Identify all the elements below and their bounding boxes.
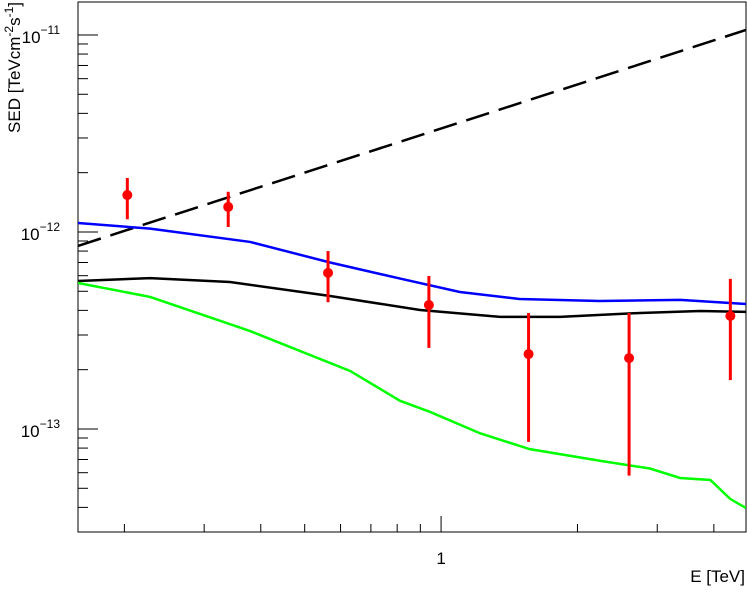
y-tick-base: 10 <box>22 28 41 47</box>
curve <box>78 28 746 248</box>
curve <box>78 281 746 510</box>
plot-frame <box>77 1 747 533</box>
data-point <box>122 190 133 201</box>
curve <box>78 276 746 319</box>
curve <box>78 221 746 306</box>
x-axis-title: E [TeV] <box>690 567 745 586</box>
y-tick-exponent: −12 <box>40 220 61 234</box>
data-point <box>323 267 334 278</box>
y-title-superscript: -2 <box>2 26 16 37</box>
y-axis-title: SED [TeVcm-2s-1] <box>2 2 24 133</box>
y-tick-exponent: −11 <box>41 23 61 37</box>
x-tick-label: 1 <box>436 549 445 568</box>
data-point <box>624 353 635 364</box>
y-tick-label: 10−11 <box>22 23 61 47</box>
y-tick-exponent: −13 <box>40 417 61 431</box>
y-title-part: s <box>5 17 24 26</box>
data-point <box>725 310 736 321</box>
data-point <box>423 299 434 310</box>
y-title-part: SED [TeVcm <box>5 37 24 133</box>
y-tick-base: 10 <box>21 422 40 441</box>
y-tick-label: 10−13 <box>21 417 61 441</box>
y-tick-base: 10 <box>21 225 40 244</box>
data-point <box>223 201 234 212</box>
y-title-superscript: -1 <box>2 6 16 17</box>
data-point <box>523 349 534 360</box>
y-tick-label: 10−12 <box>21 220 61 244</box>
y-title-part: ] <box>5 2 24 7</box>
